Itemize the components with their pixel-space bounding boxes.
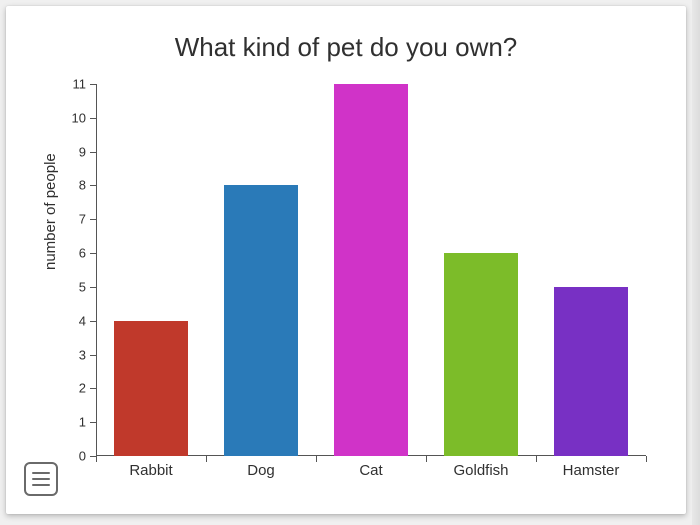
chart-title: What kind of pet do you own? xyxy=(6,32,686,63)
x-tick xyxy=(536,456,537,462)
y-tick xyxy=(90,321,96,322)
plot-area: 01234567891011RabbitDogCatGoldfishHamste… xyxy=(96,84,646,456)
x-category-label: Cat xyxy=(359,462,382,479)
y-axis-line xyxy=(96,84,97,456)
y-tick-label: 1 xyxy=(56,415,86,430)
bar-dog xyxy=(224,185,299,456)
y-tick-label: 4 xyxy=(56,313,86,328)
bar-rabbit xyxy=(114,321,189,456)
y-tick-label: 2 xyxy=(56,381,86,396)
bar-cat xyxy=(334,84,409,456)
y-tick-label: 9 xyxy=(56,144,86,159)
x-tick xyxy=(96,456,97,462)
y-tick xyxy=(90,185,96,186)
y-tick xyxy=(90,219,96,220)
x-category-label: Rabbit xyxy=(129,462,172,479)
y-tick xyxy=(90,253,96,254)
y-tick xyxy=(90,422,96,423)
y-tick xyxy=(90,152,96,153)
scrollbar-track xyxy=(692,0,700,525)
x-tick xyxy=(206,456,207,462)
x-tick xyxy=(316,456,317,462)
y-tick xyxy=(90,355,96,356)
y-tick-label: 3 xyxy=(56,347,86,362)
y-tick-label: 7 xyxy=(56,212,86,227)
y-tick-label: 0 xyxy=(56,449,86,464)
y-tick xyxy=(90,287,96,288)
x-tick xyxy=(426,456,427,462)
y-tick-label: 6 xyxy=(56,246,86,261)
x-tick xyxy=(646,456,647,462)
x-category-label: Dog xyxy=(247,462,275,479)
chart-panel: What kind of pet do you own? number of p… xyxy=(6,6,686,514)
y-tick-label: 11 xyxy=(56,77,86,92)
y-tick xyxy=(90,388,96,389)
y-tick-label: 5 xyxy=(56,279,86,294)
bar-goldfish xyxy=(444,253,519,456)
y-tick xyxy=(90,84,96,85)
menu-icon[interactable] xyxy=(24,462,58,496)
y-tick-label: 8 xyxy=(56,178,86,193)
y-tick-label: 10 xyxy=(56,110,86,125)
bar-hamster xyxy=(554,287,629,456)
x-category-label: Goldfish xyxy=(453,462,508,479)
y-tick xyxy=(90,118,96,119)
x-category-label: Hamster xyxy=(563,462,620,479)
